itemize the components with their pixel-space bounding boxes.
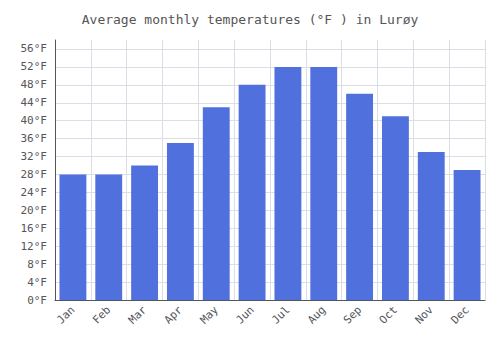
- svg-text:Feb: Feb: [90, 303, 113, 326]
- svg-text:44°F: 44°F: [21, 96, 48, 109]
- svg-text:4°F: 4°F: [27, 276, 47, 289]
- svg-text:36°F: 36°F: [21, 132, 48, 145]
- svg-text:Oct: Oct: [377, 303, 400, 326]
- svg-text:32°F: 32°F: [21, 150, 48, 163]
- svg-text:Mar: Mar: [126, 303, 149, 326]
- svg-text:16°F: 16°F: [21, 222, 48, 235]
- svg-text:28°F: 28°F: [21, 168, 48, 181]
- svg-text:Nov: Nov: [413, 303, 436, 326]
- svg-text:Apr: Apr: [162, 303, 185, 326]
- svg-text:Jan: Jan: [54, 303, 77, 326]
- svg-text:Jul: Jul: [269, 303, 292, 326]
- svg-text:Aug: Aug: [305, 303, 328, 326]
- svg-text:52°F: 52°F: [21, 60, 48, 73]
- svg-text:24°F: 24°F: [21, 186, 48, 199]
- svg-text:8°F: 8°F: [27, 258, 47, 271]
- svg-text:56°F: 56°F: [21, 42, 48, 55]
- svg-text:Sep: Sep: [341, 303, 364, 326]
- svg-text:0°F: 0°F: [27, 294, 47, 307]
- svg-text:Dec: Dec: [448, 303, 471, 326]
- svg-text:12°F: 12°F: [21, 240, 48, 253]
- svg-text:Average monthly temperatures (: Average monthly temperatures (°F ) in Lu…: [82, 12, 419, 27]
- svg-text:20°F: 20°F: [21, 204, 48, 217]
- svg-text:48°F: 48°F: [21, 78, 48, 91]
- svg-text:May: May: [198, 303, 221, 326]
- svg-text:Jun: Jun: [233, 303, 256, 326]
- svg-text:40°F: 40°F: [21, 114, 48, 127]
